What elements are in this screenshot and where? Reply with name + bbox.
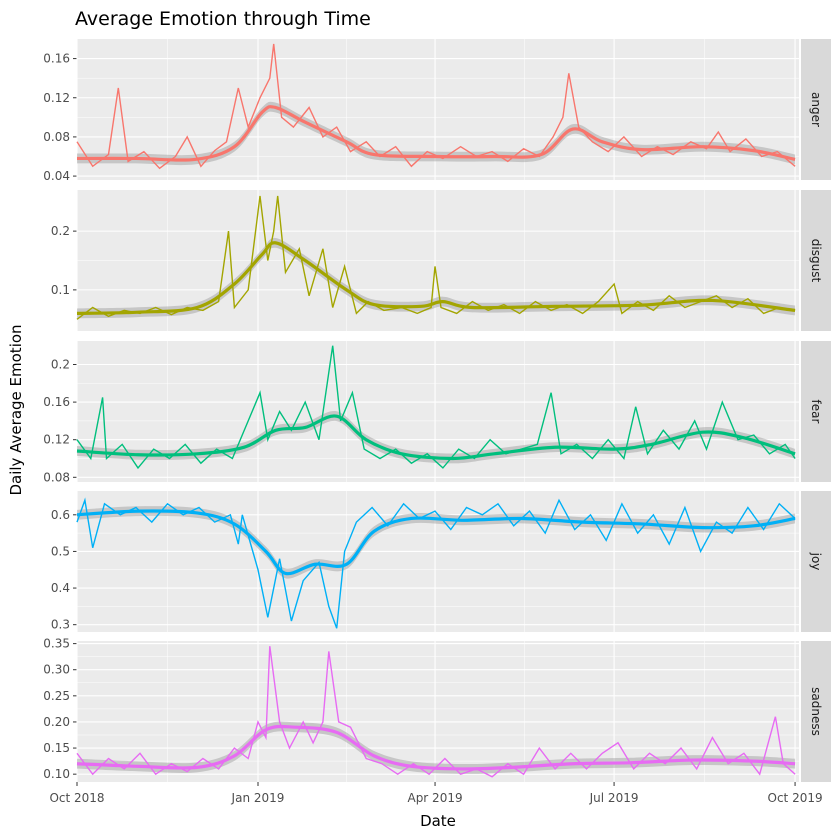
y-tick-label: 0.12	[43, 91, 70, 105]
facet-panel-sadness: 0.10 0.15 0.20 0.25 0.30 0.35 sadness	[43, 637, 831, 782]
panel-background	[77, 641, 799, 782]
y-tick-label: 0.16	[43, 395, 70, 409]
y-tick-label: 0.16	[43, 52, 70, 66]
raw-series-line-disgust	[76, 195, 796, 320]
y-tick-label: 0.04	[43, 169, 70, 183]
y-tick-label: 0.10	[43, 767, 70, 781]
facet-panel-disgust: 0.1 0.2 disgust	[51, 190, 831, 331]
y-tick-label: 0.12	[43, 433, 70, 447]
smooth-series-line-anger	[76, 105, 796, 162]
strip-background	[801, 190, 831, 331]
chart-title: Average Emotion through Time	[75, 8, 371, 30]
strip-label-anger: anger	[809, 92, 823, 127]
x-axis: Oct 2018 Jan 2019 Apr 2019 Jul 2019 Oct 2019	[49, 782, 823, 805]
y-tick-label: 0.3	[51, 618, 70, 632]
strip-background	[801, 341, 831, 482]
smooth-series-line-sadness	[76, 724, 796, 771]
x-tick-label: Apr 2019	[407, 791, 462, 805]
y-tick-label: 0.25	[43, 689, 70, 703]
x-tick-label: Jul 2019	[589, 791, 639, 805]
y-tick-label: 0.30	[43, 663, 70, 677]
strip-label-sadness: sadness	[809, 687, 823, 736]
x-tick-label: Oct 2019	[768, 791, 823, 805]
strip-background	[801, 641, 831, 782]
facet-panel-joy: 0.3 0.4 0.5 0.6 joy	[51, 491, 831, 632]
y-tick-label: 0.2	[51, 224, 70, 238]
facet-panel-fear: 0.08 0.12 0.16 0.2 fear	[43, 341, 831, 484]
x-tick-label: Jan 2019	[231, 791, 285, 805]
y-tick-label: 0.08	[43, 130, 70, 144]
x-axis-title: Date	[420, 812, 456, 830]
strip-background	[801, 491, 831, 632]
y-tick-label: 0.4	[51, 581, 70, 595]
smooth-series-line-joy	[76, 509, 796, 576]
smooth-series-line-disgust	[76, 241, 796, 315]
y-tick-label: 0.1	[51, 283, 70, 297]
y-tick-label: 0.35	[43, 637, 70, 651]
y-tick-label: 0.20	[43, 715, 70, 729]
x-tick-label: Oct 2018	[49, 791, 104, 805]
facet-panel-anger: 0.04 0.08 0.12 0.16 anger	[43, 39, 831, 183]
facet-panels: 0.040.080.120.16anger0.10.2disgust0.080.…	[43, 39, 831, 782]
y-tick-label: 0.5	[51, 544, 70, 558]
confidence-band-disgust	[77, 237, 796, 319]
strip-label-fear: fear	[809, 400, 823, 424]
smooth-series-line-fear	[76, 414, 796, 461]
y-tick-label: 0.2	[51, 358, 70, 372]
strip-label-joy: joy	[809, 552, 823, 571]
strip-label-disgust: disgust	[809, 239, 823, 283]
y-tick-label: 0.6	[51, 508, 70, 522]
strip-background	[801, 39, 831, 180]
y-tick-label: 0.15	[43, 741, 70, 755]
y-axis-title: Daily Average Emotion	[7, 324, 25, 495]
y-tick-label: 0.08	[43, 470, 70, 484]
